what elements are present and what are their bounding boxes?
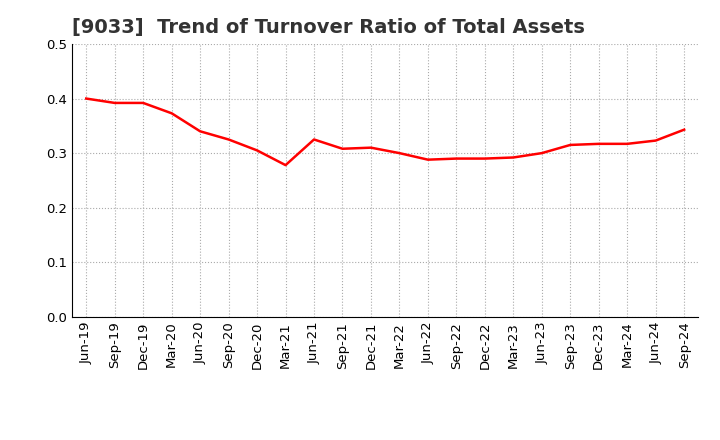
Text: [9033]  Trend of Turnover Ratio of Total Assets: [9033] Trend of Turnover Ratio of Total … xyxy=(72,18,585,37)
